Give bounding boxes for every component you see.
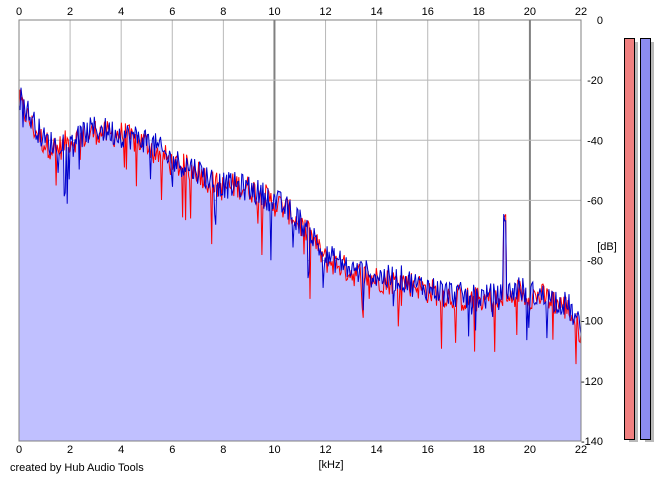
x-tick-top-7: 14 [371, 6, 383, 18]
y-tick-6: -120 [581, 376, 603, 388]
x-tick-bottom-2: 4 [118, 444, 124, 456]
y-tick-7: -140 [581, 436, 603, 448]
x-tick-top-1: 2 [67, 6, 73, 18]
x-tick-bottom-7: 14 [371, 444, 383, 456]
x-tick-top-2: 4 [118, 6, 124, 18]
left-channel-meter [624, 38, 635, 440]
x-tick-bottom-8: 16 [422, 444, 434, 456]
y-tick-4: -80 [587, 256, 603, 268]
x-tick-bottom-10: 20 [524, 444, 536, 456]
series-layer [18, 87, 582, 365]
x-tick-top-6: 12 [319, 6, 331, 18]
y-ticks: 0 -20 -40 -60 -80 -100 -120 -140 [581, 15, 603, 448]
y-axis-label: [dB] [597, 241, 617, 253]
y-tick-0: 0 [597, 15, 603, 27]
right-channel-meter [640, 38, 651, 440]
x-tick-bottom-3: 6 [169, 444, 175, 456]
x-tick-top-0: 0 [16, 6, 22, 18]
series-line-right [18, 87, 582, 341]
x-tick-top-9: 18 [473, 6, 485, 18]
spectrum-fill-area [19, 87, 581, 441]
spectrum-fill-layer [19, 87, 581, 441]
x-tick-top-11: 22 [575, 6, 587, 18]
credit-text: created by Hub Audio Tools [10, 462, 144, 474]
x-tick-top-8: 16 [422, 6, 434, 18]
x-tick-bottom-1: 2 [67, 444, 73, 456]
x-tick-top-10: 20 [524, 6, 536, 18]
x-axis-label: [kHz] [318, 459, 343, 471]
x-tick-bottom-9: 18 [473, 444, 485, 456]
x-tick-top-5: 10 [268, 6, 280, 18]
x-tick-top-3: 6 [169, 6, 175, 18]
x-tick-bottom-6: 12 [319, 444, 331, 456]
x-tick-bottom-5: 10 [268, 444, 280, 456]
y-tick-2: -40 [587, 135, 603, 147]
y-tick-5: -100 [581, 316, 603, 328]
x-tick-bottom-11: 22 [575, 444, 587, 456]
y-tick-3: -60 [587, 195, 603, 207]
y-tick-1: -20 [587, 75, 603, 87]
x-tick-bottom-0: 0 [16, 444, 22, 456]
x-ticks-bottom: 0 2 4 6 8 10 12 14 16 18 20 22 [16, 444, 587, 456]
x-tick-bottom-4: 8 [220, 444, 226, 456]
x-tick-top-4: 8 [220, 6, 226, 18]
plot-border [18, 19, 582, 442]
x-ticks-top: 0 2 4 6 8 10 12 14 16 18 20 22 [16, 6, 587, 18]
